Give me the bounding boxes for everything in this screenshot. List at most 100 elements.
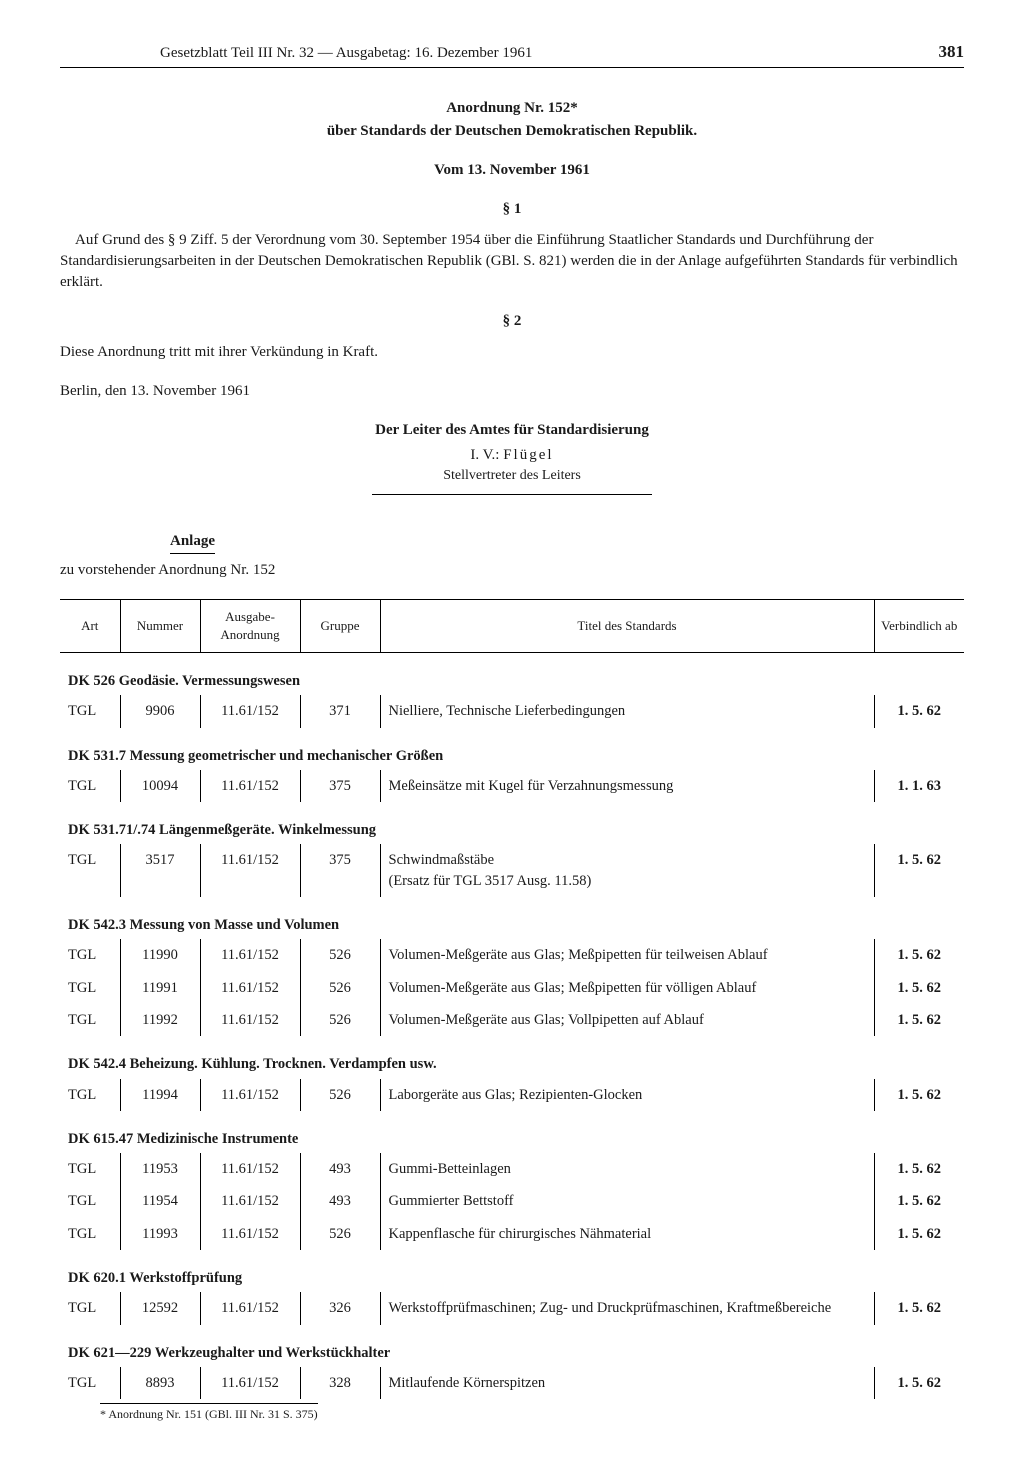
header-title: Gesetzblatt Teil III Nr. 32 — Ausgabetag… [160, 43, 532, 64]
cell-ausgabe: 11.61/152 [200, 770, 300, 802]
section-heading: DK 531.7 Messung geometrischer und mecha… [60, 728, 964, 770]
section-heading-row: DK 531.71/.74 Längenmeßgeräte. Winkelmes… [60, 802, 964, 844]
section-heading-row: DK 542.4 Beheizung. Kühlung. Trocknen. V… [60, 1036, 964, 1078]
signatory-block: Der Leiter des Amtes für Standardisierun… [60, 420, 964, 486]
cell-nummer: 10094 [120, 770, 200, 802]
cell-art: TGL [60, 1292, 120, 1324]
table-row: TGL889311.61/152328Mitlaufende Körnerspi… [60, 1367, 964, 1399]
cell-date: 1. 5. 62 [874, 844, 964, 897]
anlage-label: Anlage [170, 531, 215, 554]
cell-art: TGL [60, 770, 120, 802]
cell-date: 1. 5. 62 [874, 1218, 964, 1250]
cell-gruppe: 328 [300, 1367, 380, 1399]
cell-titel: Volumen-Meßgeräte aus Glas; Meßpipetten … [380, 939, 874, 971]
cell-gruppe: 326 [300, 1292, 380, 1324]
col-nummer: Nummer [120, 599, 200, 652]
col-art: Art [60, 599, 120, 652]
cell-art: TGL [60, 1153, 120, 1185]
cell-art: TGL [60, 1079, 120, 1111]
table-row: TGL1199311.61/152526Kappenflasche für ch… [60, 1218, 964, 1250]
section-heading: DK 542.3 Messung von Masse und Volumen [60, 897, 964, 939]
cell-nummer: 11994 [120, 1079, 200, 1111]
cell-art: TGL [60, 1367, 120, 1399]
table-row: TGL1009411.61/152375Meßeinsätze mit Kuge… [60, 770, 964, 802]
section-heading: DK 542.4 Beheizung. Kühlung. Trocknen. V… [60, 1036, 964, 1078]
cell-titel: Volumen-Meßgeräte aus Glas; Meßpipetten … [380, 972, 874, 1004]
signatory-title: Der Leiter des Amtes für Standardisierun… [60, 420, 964, 441]
cell-art: TGL [60, 972, 120, 1004]
col-gruppe: Gruppe [300, 599, 380, 652]
section-2-text: Diese Anordnung tritt mit ihrer Verkündu… [60, 342, 964, 363]
cell-titel: Laborgeräte aus Glas; Rezipienten-Glocke… [380, 1079, 874, 1111]
cell-gruppe: 375 [300, 770, 380, 802]
cell-nummer: 8893 [120, 1367, 200, 1399]
cell-art: TGL [60, 695, 120, 727]
section-2-label: § 2 [60, 311, 964, 332]
cell-nummer: 11953 [120, 1153, 200, 1185]
table-row: TGL351711.61/152375Schwindmaßstäbe(Ersat… [60, 844, 964, 897]
cell-art: TGL [60, 1004, 120, 1036]
signatory-role: Stellvertreter des Leiters [60, 466, 964, 486]
cell-titel: Kappenflasche für chirurgisches Nähmater… [380, 1218, 874, 1250]
cell-nummer: 11954 [120, 1185, 200, 1217]
ordinance-date: Vom 13. November 1961 [60, 160, 964, 181]
cell-ausgabe: 11.61/152 [200, 1004, 300, 1036]
divider [372, 494, 652, 495]
section-heading: DK 621—229 Werkzeughalter und Werkstückh… [60, 1325, 964, 1367]
cell-ausgabe: 11.61/152 [200, 1292, 300, 1324]
section-heading-row: DK 542.3 Messung von Masse und Volumen [60, 897, 964, 939]
cell-art: TGL [60, 1218, 120, 1250]
cell-gruppe: 526 [300, 1079, 380, 1111]
cell-titel: Gummierter Bettstoff [380, 1185, 874, 1217]
cell-date: 1. 5. 62 [874, 1185, 964, 1217]
cell-ausgabe: 11.61/152 [200, 1079, 300, 1111]
section-heading: DK 526 Geodäsie. Vermessungswesen [60, 652, 964, 695]
cell-date: 1. 5. 62 [874, 1292, 964, 1324]
cell-date: 1. 5. 62 [874, 1079, 964, 1111]
table-row: TGL1199411.61/152526Laborgeräte aus Glas… [60, 1079, 964, 1111]
cell-ausgabe: 11.61/152 [200, 695, 300, 727]
section-heading-row: DK 621—229 Werkzeughalter und Werkstückh… [60, 1325, 964, 1367]
col-verbindlich: Verbindlich ab [874, 599, 964, 652]
table-row: TGL1259211.61/152326Werkstoffprüfmaschin… [60, 1292, 964, 1324]
cell-date: 1. 5. 62 [874, 939, 964, 971]
cell-date: 1. 5. 62 [874, 1004, 964, 1036]
table-row: TGL990611.61/152371Nielliere, Technische… [60, 695, 964, 727]
footnote: * Anordnung Nr. 151 (GBl. III Nr. 31 S. … [100, 1403, 318, 1423]
anlage-subtext: zu vorstehender Anordnung Nr. 152 [60, 560, 964, 581]
cell-ausgabe: 11.61/152 [200, 1153, 300, 1185]
table-row: TGL1199011.61/152526Volumen-Meßgeräte au… [60, 939, 964, 971]
cell-nummer: 9906 [120, 695, 200, 727]
signatory-prefix: I. V.: [470, 447, 503, 463]
ordinance-title: Anordnung Nr. 152* [60, 98, 964, 119]
cell-date: 1. 5. 62 [874, 972, 964, 1004]
cell-nummer: 11993 [120, 1218, 200, 1250]
cell-titel: Meßeinsätze mit Kugel für Verzahnungsmes… [380, 770, 874, 802]
cell-nummer: 12592 [120, 1292, 200, 1324]
cell-nummer: 11991 [120, 972, 200, 1004]
table-row: TGL1199111.61/152526Volumen-Meßgeräte au… [60, 972, 964, 1004]
section-heading: DK 620.1 Werkstoffprüfung [60, 1250, 964, 1292]
cell-art: TGL [60, 844, 120, 897]
cell-titel: Schwindmaßstäbe(Ersatz für TGL 3517 Ausg… [380, 844, 874, 897]
cell-titel: Mitlaufende Körnerspitzen [380, 1367, 874, 1399]
cell-date: 1. 1. 63 [874, 770, 964, 802]
place-date: Berlin, den 13. November 1961 [60, 381, 964, 402]
section-1-text: Auf Grund des § 9 Ziff. 5 der Verordnung… [60, 230, 964, 293]
col-titel: Titel des Standards [380, 599, 874, 652]
cell-titel: Werkstoffprüfmaschinen; Zug- und Druckpr… [380, 1292, 874, 1324]
cell-ausgabe: 11.61/152 [200, 939, 300, 971]
cell-ausgabe: 11.61/152 [200, 1218, 300, 1250]
col-ausgabe: Ausgabe-Anordnung [200, 599, 300, 652]
cell-gruppe: 526 [300, 939, 380, 971]
cell-art: TGL [60, 1185, 120, 1217]
cell-titel: Volumen-Meßgeräte aus Glas; Vollpipetten… [380, 1004, 874, 1036]
section-heading: DK 615.47 Medizinische Instrumente [60, 1111, 964, 1153]
cell-ausgabe: 11.61/152 [200, 972, 300, 1004]
cell-date: 1. 5. 62 [874, 695, 964, 727]
cell-ausgabe: 11.61/152 [200, 1185, 300, 1217]
page-number: 381 [939, 40, 965, 64]
section-1-label: § 1 [60, 199, 964, 220]
standards-table: Art Nummer Ausgabe-Anordnung Gruppe Tite… [60, 599, 964, 1400]
cell-nummer: 3517 [120, 844, 200, 897]
